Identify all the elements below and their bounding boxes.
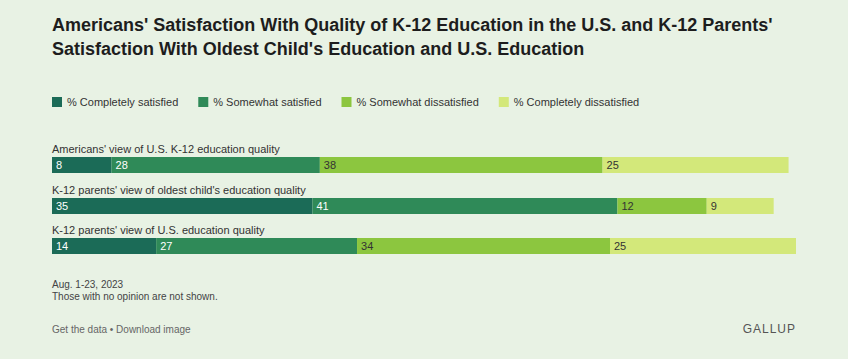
bar-segment	[112, 157, 320, 173]
legend-swatch	[52, 97, 62, 107]
bar-segment	[610, 238, 796, 254]
chart-title: Americans' Satisfaction With Quality of …	[52, 13, 842, 61]
legend-label: % Somewhat dissatisfied	[357, 96, 479, 108]
data-label: 12	[621, 200, 633, 212]
legend-swatch	[499, 97, 509, 107]
footer-links[interactable]: Get the data • Download image	[52, 324, 191, 335]
bar-segment	[52, 198, 312, 214]
data-label: 14	[56, 240, 68, 252]
legend-label: % Completely dissatisfied	[514, 96, 639, 108]
data-label: 41	[316, 200, 328, 212]
bar-segment	[52, 157, 112, 173]
data-label: 27	[160, 240, 172, 252]
bar-segment	[617, 198, 706, 214]
bar-segment	[52, 238, 156, 254]
bar-segment	[312, 198, 617, 214]
legend-swatch	[342, 97, 352, 107]
data-label: 25	[607, 159, 619, 171]
bar-segment	[603, 157, 789, 173]
date-note: Aug. 1-23, 2023	[52, 279, 124, 290]
data-labels: 8 28 38 25 35 41 12 9 14 27 34 25	[56, 159, 717, 252]
data-label: 8	[56, 159, 62, 171]
category-label: K-12 parents' view of U.S. education qua…	[52, 224, 265, 236]
category-label: K-12 parents' view of oldest child's edu…	[52, 184, 306, 196]
bars	[52, 157, 796, 254]
data-label: 34	[361, 240, 373, 252]
bar-segment	[156, 238, 357, 254]
legend-label: % Somewhat satisfied	[213, 96, 321, 108]
legend-swatch	[198, 97, 208, 107]
data-label: 9	[711, 200, 717, 212]
legend-label: % Completely satisfied	[67, 96, 178, 108]
brand: GALLUP	[743, 322, 796, 336]
footnote: Those with no opinion are not shown.	[52, 291, 218, 302]
chart-svg: % Completely satisfied % Somewhat satisfi…	[0, 0, 848, 359]
category-label: Americans' view of U.S. K-12 education q…	[52, 143, 280, 155]
data-label: 25	[614, 240, 626, 252]
bar-segment	[357, 238, 610, 254]
bar-segment	[707, 198, 774, 214]
data-label: 28	[116, 159, 128, 171]
data-label: 38	[324, 159, 336, 171]
bar-segment	[320, 157, 603, 173]
data-label: 35	[56, 200, 68, 212]
